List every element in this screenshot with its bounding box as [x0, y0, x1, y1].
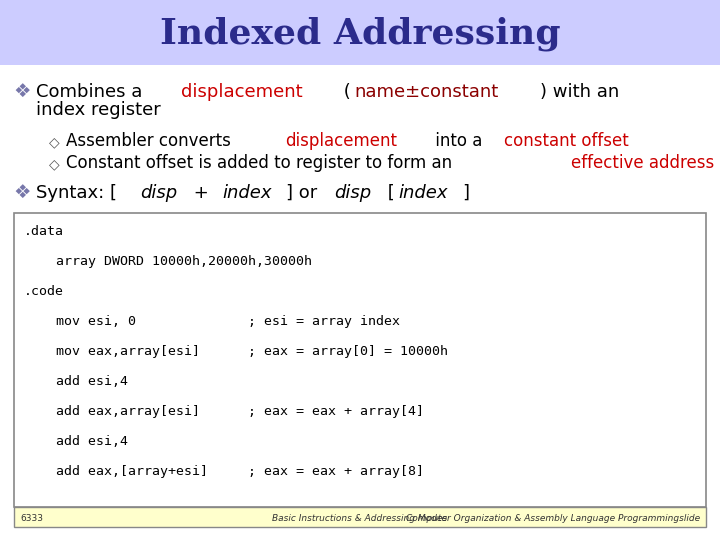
Text: Computer Organization & Assembly Language Programmingslide: Computer Organization & Assembly Languag… — [406, 514, 700, 523]
Text: (: ( — [338, 83, 351, 101]
Text: add esi,4: add esi,4 — [24, 435, 128, 448]
Text: 6333: 6333 — [20, 514, 43, 523]
Text: mov eax,array[esi]      ; eax = array[0] = 10000h: mov eax,array[esi] ; eax = array[0] = 10… — [24, 345, 448, 358]
Text: ] or: ] or — [287, 184, 323, 202]
Text: Indexed Addressing: Indexed Addressing — [160, 17, 560, 51]
Text: ◇: ◇ — [49, 157, 59, 171]
Text: .data: .data — [24, 225, 64, 238]
Text: Constant offset is added to register to form an: Constant offset is added to register to … — [66, 154, 457, 172]
Text: index: index — [399, 184, 448, 202]
Text: effective address: effective address — [571, 154, 714, 172]
Text: ) with an: ) with an — [540, 83, 619, 101]
Text: Combines a: Combines a — [36, 83, 148, 101]
Text: add esi,4: add esi,4 — [24, 375, 128, 388]
Text: displacement: displacement — [286, 132, 397, 150]
Text: array DWORD 10000h,20000h,30000h: array DWORD 10000h,20000h,30000h — [24, 255, 312, 268]
Text: index: index — [222, 184, 272, 202]
Text: mov esi, 0              ; esi = array index: mov esi, 0 ; esi = array index — [24, 315, 400, 328]
Text: displacement: displacement — [181, 83, 302, 101]
Text: ]: ] — [462, 184, 469, 202]
Text: into a: into a — [430, 132, 487, 150]
Text: [: [ — [382, 184, 395, 202]
FancyBboxPatch shape — [0, 0, 720, 65]
FancyBboxPatch shape — [14, 507, 706, 527]
Text: Syntax: [: Syntax: [ — [36, 184, 117, 202]
Text: ◇: ◇ — [49, 135, 59, 149]
Text: ❖: ❖ — [13, 183, 31, 202]
Text: Basic Instructions & Addressing Modes: Basic Instructions & Addressing Modes — [272, 514, 448, 523]
Text: .code: .code — [24, 285, 64, 298]
Text: add eax,array[esi]      ; eax = eax + array[4]: add eax,array[esi] ; eax = eax + array[4… — [24, 405, 424, 418]
Text: constant offset: constant offset — [505, 132, 629, 150]
Text: disp: disp — [140, 184, 178, 202]
Text: +: + — [189, 184, 215, 202]
Text: name±constant: name±constant — [354, 83, 498, 101]
Text: Assembler converts: Assembler converts — [66, 132, 236, 150]
Text: index register: index register — [36, 101, 161, 119]
FancyBboxPatch shape — [14, 213, 706, 507]
Text: disp: disp — [334, 184, 372, 202]
Text: add eax,[array+esi]     ; eax = eax + array[8]: add eax,[array+esi] ; eax = eax + array[… — [24, 465, 424, 478]
Text: ❖: ❖ — [13, 82, 31, 101]
